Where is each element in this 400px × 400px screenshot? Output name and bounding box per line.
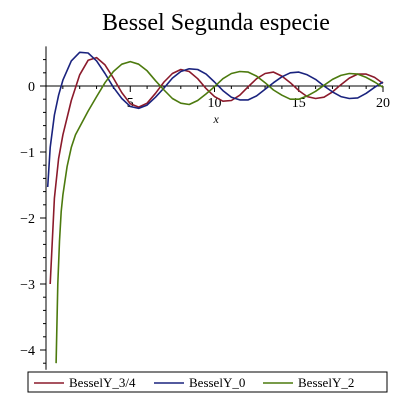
legend-label-3: BesselY_2 (298, 375, 354, 390)
series-line-1 (49, 56, 384, 285)
x-tick-label: 10 (208, 96, 222, 111)
y-tick-label: −4 (20, 344, 35, 359)
x-tick-label: 15 (292, 96, 306, 111)
series-group (46, 51, 384, 364)
series-line-3 (55, 60, 384, 364)
y-tick-label: −2 (20, 212, 35, 227)
x-tick-label: 20 (376, 96, 390, 111)
legend-box (27, 371, 388, 393)
axes: 5 10 15 200−1−2−3−4 (20, 46, 390, 370)
chart-title: Bessel Segunda especie (102, 10, 330, 36)
y-tick-label: −3 (20, 278, 35, 293)
y-tick-label: 0 (28, 80, 35, 95)
x-axis-label: x (213, 112, 220, 126)
legend-label-1: BesselY_3/4 (69, 375, 136, 390)
legend: BesselY_3/4 BesselY_0 BesselY_2 (27, 371, 388, 393)
legend-label-2: BesselY_0 (189, 375, 245, 390)
y-tick-label: −1 (20, 146, 35, 161)
